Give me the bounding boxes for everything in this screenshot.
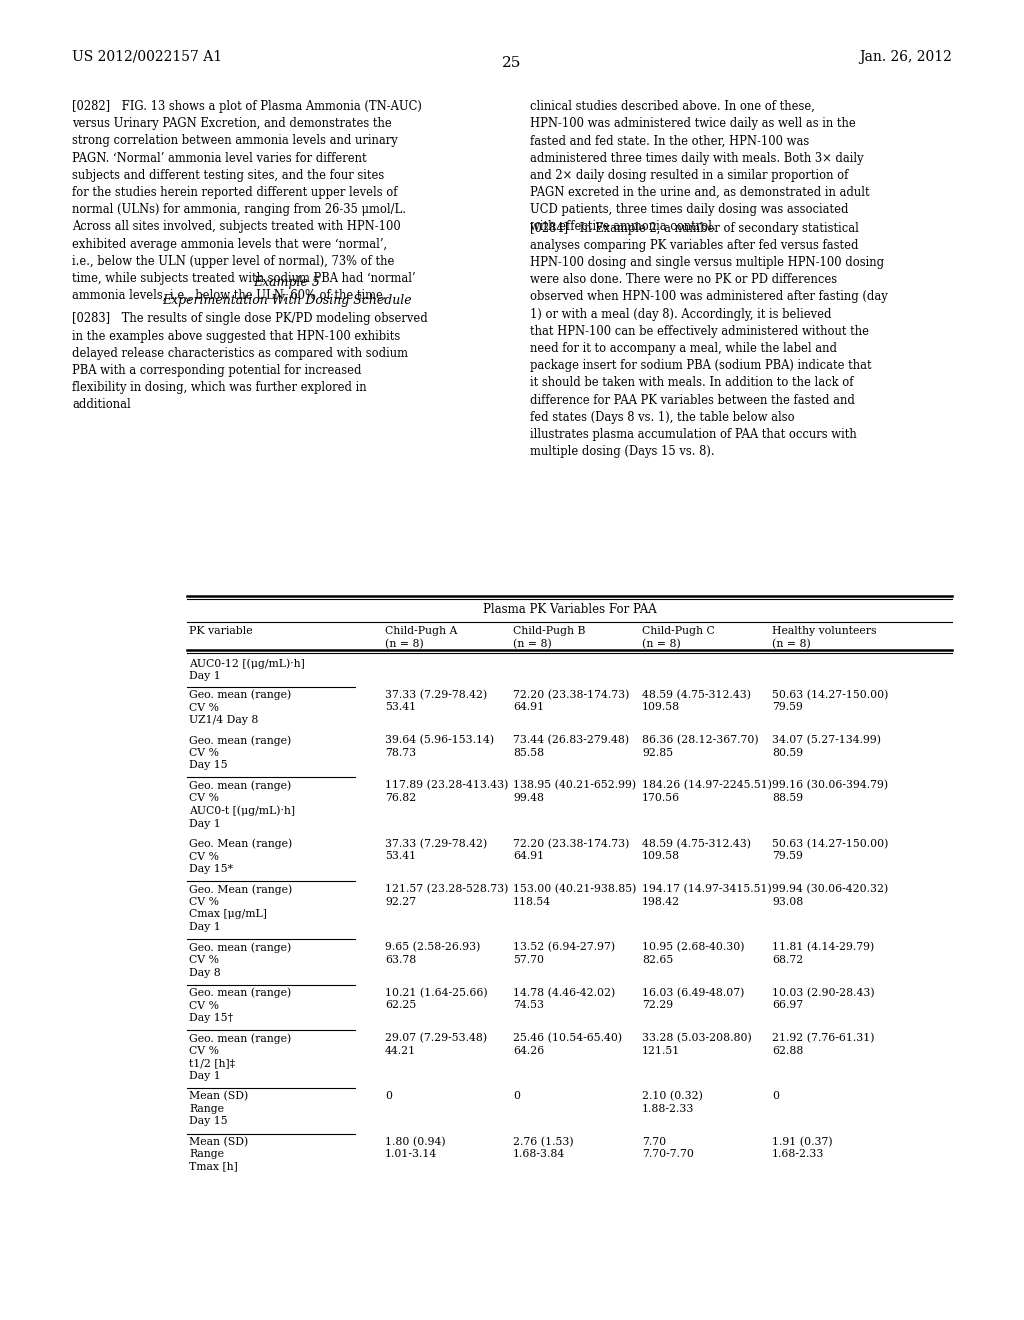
Text: 10.03 (2.90-28.43)
66.97: 10.03 (2.90-28.43) 66.97 [772,987,874,1010]
Text: 138.95 (40.21-652.99)
99.48: 138.95 (40.21-652.99) 99.48 [513,780,636,803]
Text: 0: 0 [513,1092,520,1101]
Text: 86.36 (28.12-367.70)
92.85: 86.36 (28.12-367.70) 92.85 [642,735,759,758]
Text: 11.81 (4.14-29.79)
68.72: 11.81 (4.14-29.79) 68.72 [772,942,874,965]
Text: 50.63 (14.27-150.00)
79.59: 50.63 (14.27-150.00) 79.59 [772,838,889,862]
Text: 39.64 (5.96-153.14)
78.73: 39.64 (5.96-153.14) 78.73 [385,735,495,758]
Text: PK variable: PK variable [189,626,253,636]
Text: Mean (SD)
Range
Tmax [h]: Mean (SD) Range Tmax [h] [189,1137,248,1172]
Text: 73.44 (26.83-279.48)
85.58: 73.44 (26.83-279.48) 85.58 [513,735,629,758]
Text: 0: 0 [772,1092,779,1101]
Text: 1.91 (0.37)
1.68-2.33: 1.91 (0.37) 1.68-2.33 [772,1137,833,1159]
Text: 72.20 (23.38-174.73)
64.91: 72.20 (23.38-174.73) 64.91 [513,838,630,862]
Text: 34.07 (5.27-134.99)
80.59: 34.07 (5.27-134.99) 80.59 [772,735,881,758]
Text: Geo. mean (range)
CV %
UZ1/4 Day 8: Geo. mean (range) CV % UZ1/4 Day 8 [189,689,291,725]
Text: 153.00 (40.21-938.85)
118.54: 153.00 (40.21-938.85) 118.54 [513,884,636,907]
Text: [0282] FIG. 13 shows a plot of Plasma Ammonia (TN-AUC)
versus Urinary PAGN Excre: [0282] FIG. 13 shows a plot of Plasma Am… [72,100,422,302]
Text: 14.78 (4.46-42.02)
74.53: 14.78 (4.46-42.02) 74.53 [513,987,615,1010]
Text: AUC0-12 [(μg/mL)·h]
Day 1: AUC0-12 [(μg/mL)·h] Day 1 [189,657,305,681]
Text: 21.92 (7.76-61.31)
62.88: 21.92 (7.76-61.31) 62.88 [772,1034,874,1056]
Text: Example 5: Example 5 [254,276,321,289]
Text: Experimentation With Dosing Schedule: Experimentation With Dosing Schedule [162,294,412,308]
Text: 1.80 (0.94)
1.01-3.14: 1.80 (0.94) 1.01-3.14 [385,1137,445,1159]
Text: Child-Pugh A
(n = 8): Child-Pugh A (n = 8) [385,626,458,649]
Text: Child-Pugh C
(n = 8): Child-Pugh C (n = 8) [642,626,715,649]
Text: 13.52 (6.94-27.97)
57.70: 13.52 (6.94-27.97) 57.70 [513,942,615,965]
Text: 7.70
7.70-7.70: 7.70 7.70-7.70 [642,1137,694,1159]
Text: Mean (SD)
Range
Day 15: Mean (SD) Range Day 15 [189,1092,248,1126]
Text: Geo. mean (range)
CV %
AUC0-t [(μg/mL)·h]
Day 1: Geo. mean (range) CV % AUC0-t [(μg/mL)·h… [189,780,295,829]
Text: 2.76 (1.53)
1.68-3.84: 2.76 (1.53) 1.68-3.84 [513,1137,573,1159]
Text: 25.46 (10.54-65.40)
64.26: 25.46 (10.54-65.40) 64.26 [513,1034,623,1056]
Text: [0283] The results of single dose PK/PD modeling observed
in the examples above : [0283] The results of single dose PK/PD … [72,313,428,412]
Text: 184.26 (14.97-2245.51)
170.56: 184.26 (14.97-2245.51) 170.56 [642,780,772,803]
Text: Geo. Mean (range)
CV %
Cmax [μg/mL]
Day 1: Geo. Mean (range) CV % Cmax [μg/mL] Day … [189,884,292,932]
Text: Plasma PK Variables For PAA: Plasma PK Variables For PAA [482,603,656,616]
Text: 0: 0 [385,1092,392,1101]
Text: Jan. 26, 2012: Jan. 26, 2012 [859,50,952,63]
Text: 33.28 (5.03-208.80)
121.51: 33.28 (5.03-208.80) 121.51 [642,1034,752,1056]
Text: 48.59 (4.75-312.43)
109.58: 48.59 (4.75-312.43) 109.58 [642,689,751,713]
Text: 121.57 (23.28-528.73)
92.27: 121.57 (23.28-528.73) 92.27 [385,884,508,907]
Text: 99.16 (30.06-394.79)
88.59: 99.16 (30.06-394.79) 88.59 [772,780,888,803]
Text: 10.21 (1.64-25.66)
62.25: 10.21 (1.64-25.66) 62.25 [385,987,487,1010]
Text: Geo. mean (range)
CV %
Day 8: Geo. mean (range) CV % Day 8 [189,942,291,978]
Text: 99.94 (30.06-420.32)
93.08: 99.94 (30.06-420.32) 93.08 [772,884,888,907]
Text: Geo. mean (range)
CV %
Day 15: Geo. mean (range) CV % Day 15 [189,735,291,771]
Text: 72.20 (23.38-174.73)
64.91: 72.20 (23.38-174.73) 64.91 [513,689,630,713]
Text: 194.17 (14.97-3415.51)
198.42: 194.17 (14.97-3415.51) 198.42 [642,884,772,907]
Text: 37.33 (7.29-78.42)
53.41: 37.33 (7.29-78.42) 53.41 [385,689,487,713]
Text: 10.95 (2.68-40.30)
82.65: 10.95 (2.68-40.30) 82.65 [642,942,744,965]
Text: Child-Pugh B
(n = 8): Child-Pugh B (n = 8) [513,626,586,649]
Text: US 2012/0022157 A1: US 2012/0022157 A1 [72,50,222,63]
Text: clinical studies described above. In one of these,
HPN-100 was administered twic: clinical studies described above. In one… [530,100,869,234]
Text: 117.89 (23.28-413.43)
76.82: 117.89 (23.28-413.43) 76.82 [385,780,508,803]
Text: 50.63 (14.27-150.00)
79.59: 50.63 (14.27-150.00) 79.59 [772,689,889,713]
Text: 37.33 (7.29-78.42)
53.41: 37.33 (7.29-78.42) 53.41 [385,838,487,862]
Text: 48.59 (4.75-312.43)
109.58: 48.59 (4.75-312.43) 109.58 [642,838,751,862]
Text: Healthy volunteers
(n = 8): Healthy volunteers (n = 8) [772,626,877,649]
Text: Geo. mean (range)
CV %
Day 15†: Geo. mean (range) CV % Day 15† [189,987,291,1023]
Text: Geo. mean (range)
CV %
t1/2 [h]‡
Day 1: Geo. mean (range) CV % t1/2 [h]‡ Day 1 [189,1034,291,1081]
Text: 9.65 (2.58-26.93)
63.78: 9.65 (2.58-26.93) 63.78 [385,942,480,965]
Text: [0284] In Example 2, a number of secondary statistical
analyses comparing PK var: [0284] In Example 2, a number of seconda… [530,222,888,458]
Text: 2.10 (0.32)
1.88-2.33: 2.10 (0.32) 1.88-2.33 [642,1092,702,1114]
Text: 29.07 (7.29-53.48)
44.21: 29.07 (7.29-53.48) 44.21 [385,1034,487,1056]
Text: 25: 25 [503,55,521,70]
Text: 16.03 (6.49-48.07)
72.29: 16.03 (6.49-48.07) 72.29 [642,987,744,1010]
Text: Geo. Mean (range)
CV %
Day 15*: Geo. Mean (range) CV % Day 15* [189,838,292,874]
